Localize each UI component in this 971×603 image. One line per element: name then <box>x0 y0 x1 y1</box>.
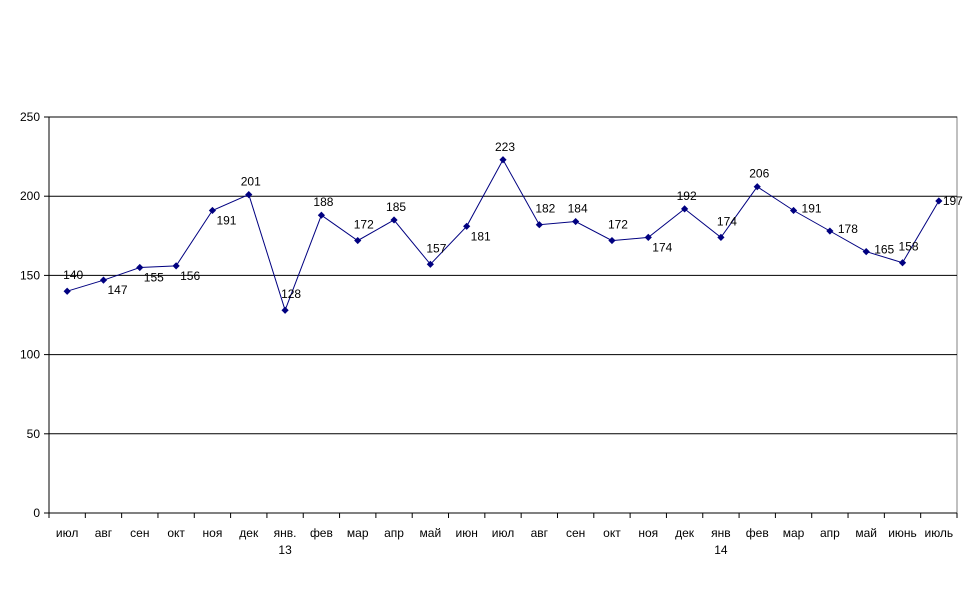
data-point <box>898 259 907 267</box>
x-tick-label: окт <box>167 526 185 540</box>
data-label: 172 <box>354 218 374 232</box>
x-tick-label: июль <box>924 526 953 540</box>
data-label: 158 <box>899 240 919 254</box>
data-point <box>826 227 834 235</box>
data-point <box>172 262 180 270</box>
data-point <box>354 236 362 245</box>
y-tick-label: 250 <box>20 110 40 124</box>
data-label: 197 <box>943 194 963 208</box>
data-label: 165 <box>874 243 894 257</box>
data-label: 178 <box>838 222 858 236</box>
data-point <box>317 211 325 219</box>
x-tick-label: авг <box>95 526 113 540</box>
x-tick-label: апр <box>820 526 840 540</box>
data-label: 156 <box>180 269 200 283</box>
x-tick-label: фев <box>310 526 333 540</box>
data-point <box>644 233 652 241</box>
data-point <box>535 221 543 229</box>
data-point <box>789 206 798 215</box>
data-point <box>99 276 108 284</box>
y-tick-label: 0 <box>33 506 40 520</box>
data-label: 192 <box>677 189 697 203</box>
x-tick-label: апр <box>384 526 404 540</box>
data-label: 147 <box>107 283 127 297</box>
x-tick-label: июл <box>56 526 78 540</box>
data-point <box>572 217 580 226</box>
data-label: 155 <box>144 270 164 284</box>
data-point <box>608 236 616 245</box>
y-tick-label: 100 <box>20 348 40 362</box>
x-tick-label: сен <box>130 526 149 540</box>
data-point <box>208 206 217 215</box>
data-label: 172 <box>608 218 628 232</box>
data-label: 128 <box>281 287 301 301</box>
x-tick-label: фев <box>746 526 769 540</box>
x-tick-label: июл <box>492 526 514 540</box>
grid <box>48 116 958 514</box>
data-point <box>245 191 253 199</box>
data-label: 188 <box>313 195 333 209</box>
x-tick-label: ноя <box>203 526 223 540</box>
x-tick-label: окт <box>603 526 621 540</box>
data-point <box>681 205 689 213</box>
data-label: 185 <box>386 200 406 214</box>
axes: 0 50 100 150 200 250 июл авг сен окт ноя дек янв. 13 ф… <box>20 110 958 557</box>
x-tick-label: мар <box>783 526 805 540</box>
data-label: 181 <box>471 229 491 243</box>
data-point <box>862 248 870 256</box>
plot-area <box>48 116 958 514</box>
data-point <box>463 222 471 230</box>
data-label: 191 <box>216 213 236 227</box>
data-point <box>717 233 725 241</box>
data-point <box>935 197 943 205</box>
y-tick-label: 200 <box>20 189 40 203</box>
data-label: 191 <box>802 201 822 215</box>
x-tick-label: ноя <box>638 526 658 540</box>
series <box>63 156 943 314</box>
x-tick-label: июн <box>456 526 478 540</box>
data-label: 157 <box>426 241 446 255</box>
x-tick-label: июнь <box>888 526 917 540</box>
x-tick-label: янв 14 <box>711 526 731 557</box>
x-tick-label: сен <box>566 526 585 540</box>
data-labels: 140 147 155 156 191 201 128 188 172 185 157 181 223 1… <box>63 140 963 301</box>
y-tick-label: 150 <box>20 268 40 282</box>
data-point <box>390 216 398 224</box>
data-label: 206 <box>749 167 769 181</box>
x-tick-label: дек <box>675 526 695 540</box>
x-tick-label: май <box>420 526 442 540</box>
data-point <box>63 287 71 295</box>
data-point <box>426 260 434 268</box>
data-point <box>753 183 761 191</box>
y-tick-label: 50 <box>27 427 41 441</box>
x-tick-label: авг <box>531 526 549 540</box>
data-label: 201 <box>241 175 261 189</box>
data-point <box>499 156 507 164</box>
x-tick-label: май <box>855 526 877 540</box>
data-point <box>136 263 144 272</box>
data-label: 174 <box>717 214 737 228</box>
data-label: 174 <box>652 240 672 254</box>
data-label: 223 <box>495 140 515 154</box>
x-tick-label: янв. 13 <box>274 526 297 557</box>
series-line <box>67 158 940 312</box>
x-tick-label: дек <box>239 526 259 540</box>
data-label: 182 <box>535 202 555 216</box>
data-point <box>281 306 289 314</box>
data-label: 140 <box>63 268 83 282</box>
x-tick-label: мар <box>347 526 369 540</box>
data-label: 184 <box>568 202 588 216</box>
